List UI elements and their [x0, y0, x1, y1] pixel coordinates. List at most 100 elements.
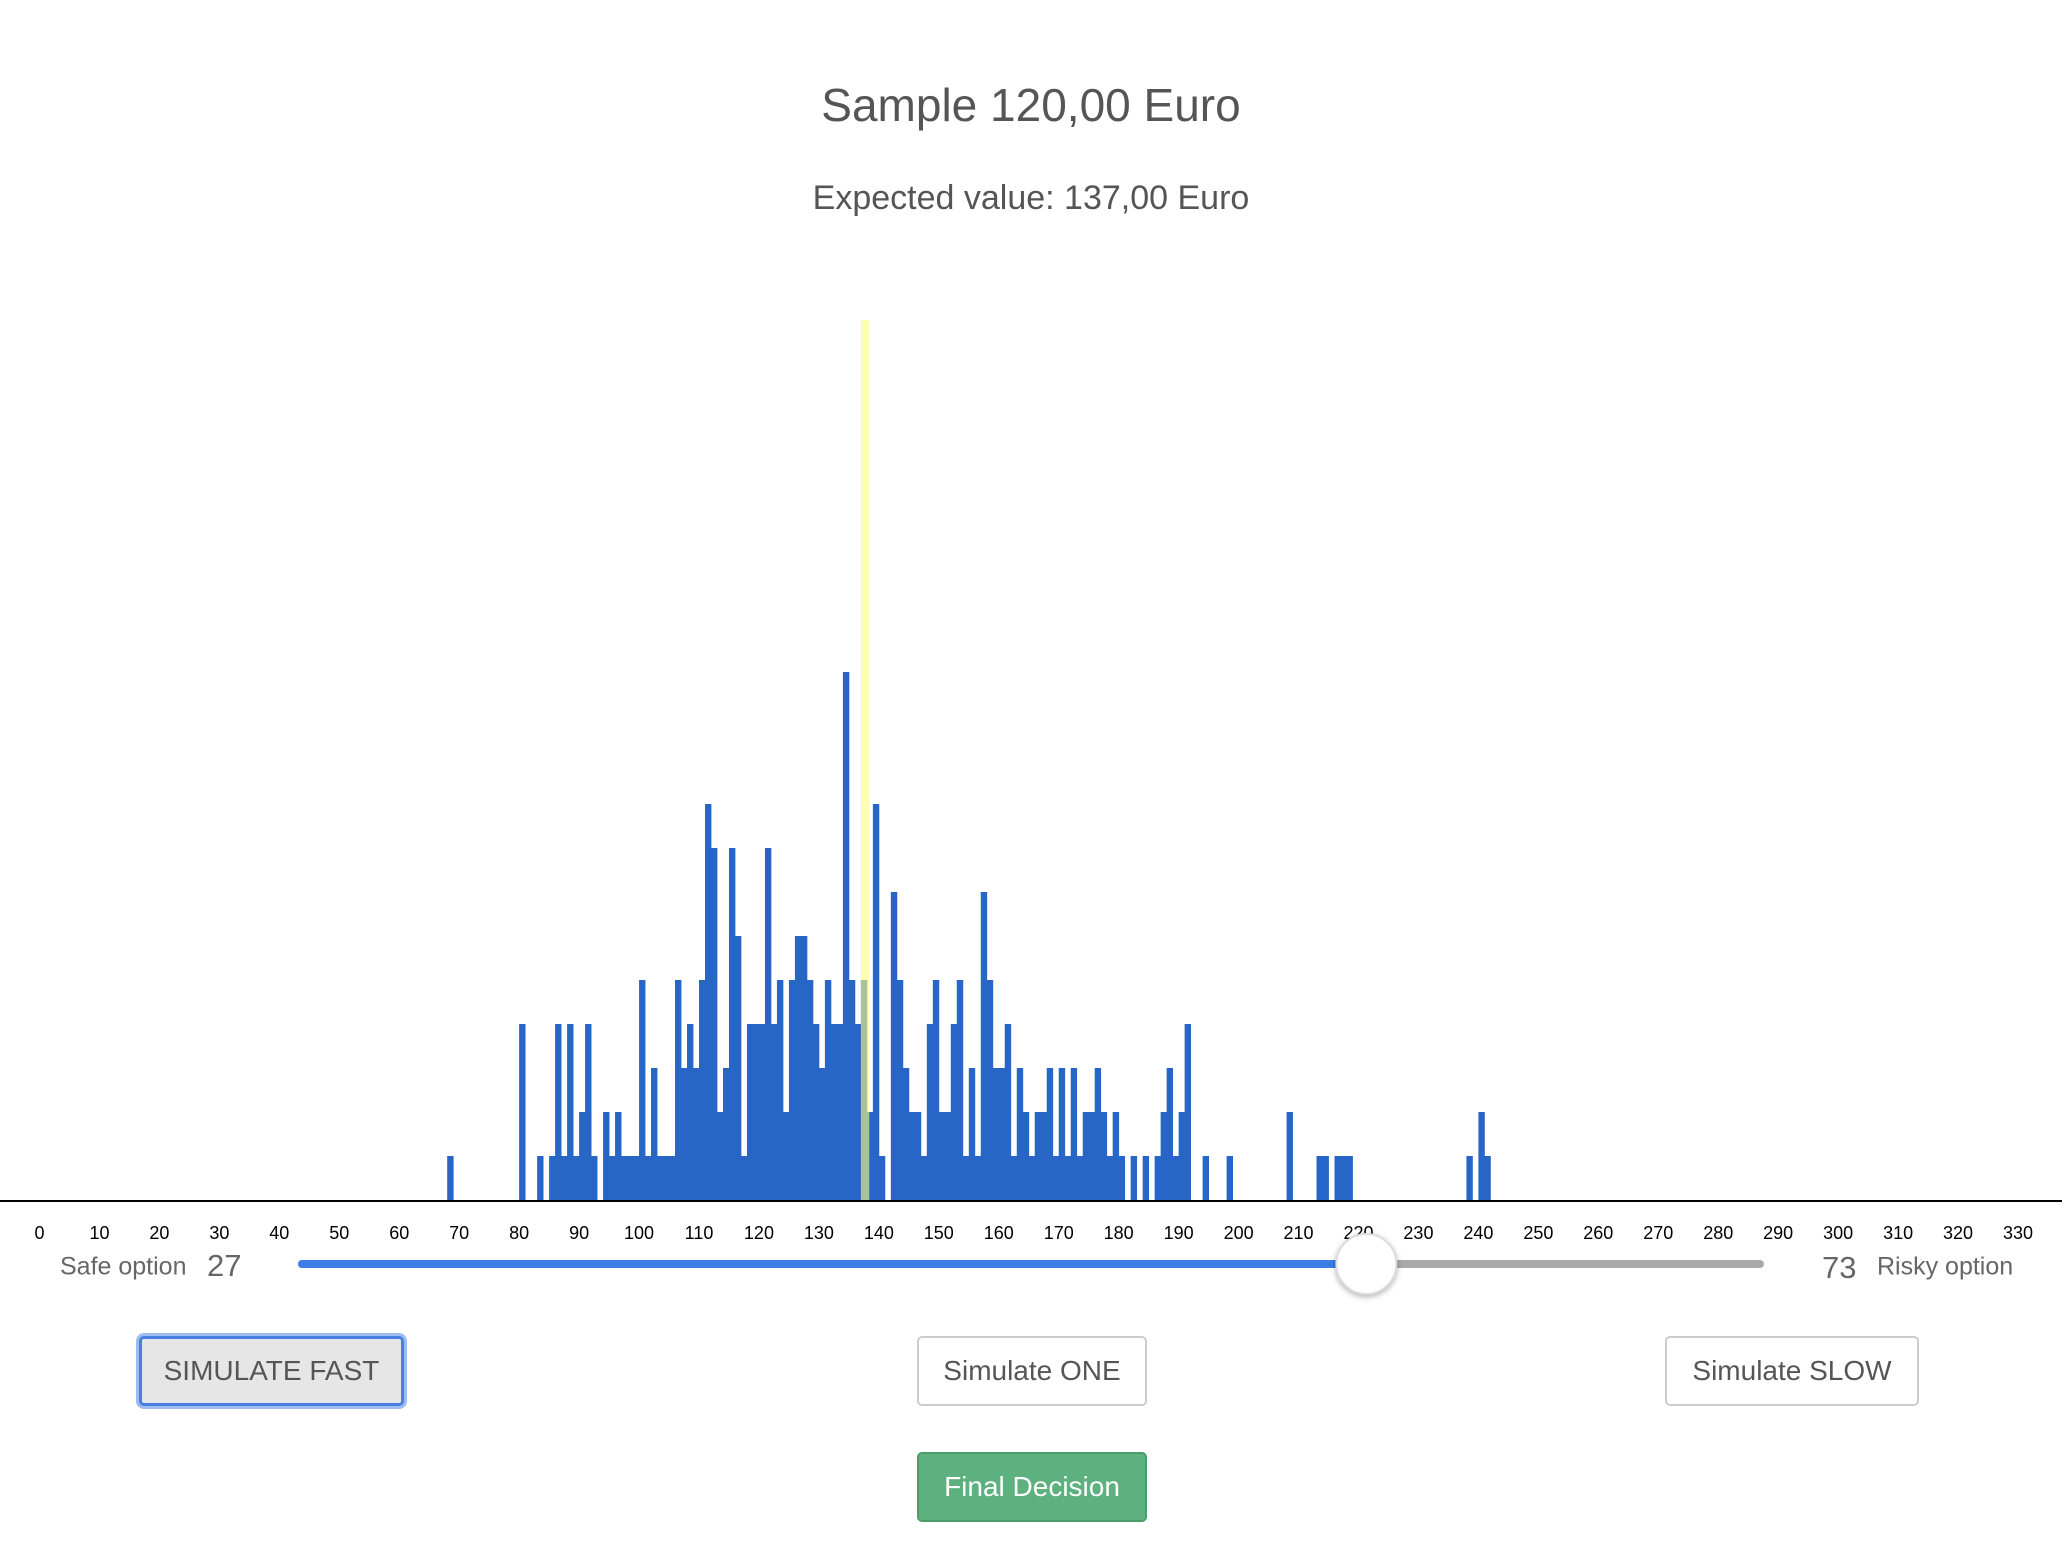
bar — [663, 1156, 670, 1200]
bar — [1142, 1156, 1150, 1200]
bar — [687, 1024, 694, 1200]
x-tick-label: 150 — [924, 1223, 954, 1243]
x-tick-label: 80 — [509, 1223, 529, 1243]
risky-label: Risky option — [1877, 1253, 2013, 1281]
bar — [836, 1024, 844, 1200]
subtitle: Expected value: 137,00 Euro — [813, 179, 1250, 217]
bar — [1478, 1112, 1485, 1200]
x-tick-label: 180 — [1104, 1223, 1134, 1243]
x-tick-label: 160 — [984, 1223, 1014, 1243]
bar — [615, 1112, 622, 1200]
bar — [1100, 1112, 1108, 1200]
bar — [1166, 1068, 1174, 1200]
bar — [848, 980, 856, 1200]
bar — [1088, 1112, 1096, 1200]
x-tick-label: 100 — [624, 1223, 654, 1243]
bar — [854, 1024, 862, 1200]
bar — [920, 1156, 928, 1200]
bar — [746, 1024, 754, 1200]
bar — [651, 1068, 658, 1200]
x-tick-label: 10 — [89, 1223, 109, 1243]
bar — [1130, 1156, 1138, 1200]
bar — [645, 1156, 652, 1200]
bar — [561, 1156, 568, 1200]
bar — [818, 1068, 826, 1200]
bar — [699, 980, 706, 1200]
bar — [681, 1068, 688, 1200]
bar — [639, 980, 646, 1200]
bar — [1004, 1024, 1012, 1200]
bar — [776, 980, 784, 1200]
bar — [908, 1112, 916, 1200]
title: Sample 120,00 Euro — [821, 79, 1240, 131]
simulate-one-button[interactable]: Simulate ONE — [917, 1336, 1147, 1406]
risky-value: 73 — [1822, 1250, 1856, 1285]
bar — [896, 980, 904, 1200]
simulate-slow-button[interactable]: Simulate SLOW — [1665, 1336, 1919, 1406]
bar — [1058, 1068, 1066, 1200]
final-decision-button[interactable]: Final Decision — [917, 1452, 1147, 1522]
slider-thumb[interactable] — [1335, 1233, 1398, 1295]
bar — [710, 848, 718, 1200]
bar — [603, 1112, 610, 1200]
bar — [1484, 1156, 1491, 1200]
bar — [1028, 1156, 1036, 1200]
bar — [1052, 1156, 1060, 1200]
bar — [1172, 1156, 1180, 1200]
bar — [537, 1156, 544, 1200]
x-tick-label: 130 — [804, 1223, 834, 1243]
bar — [1112, 1112, 1120, 1200]
bar — [806, 980, 814, 1200]
bar — [1106, 1156, 1114, 1200]
x-tick-label: 90 — [569, 1223, 589, 1243]
bar — [962, 1156, 970, 1200]
bar — [902, 1068, 910, 1200]
bar — [1022, 1112, 1030, 1200]
safe-label: Safe option — [60, 1253, 187, 1281]
bar — [914, 1112, 922, 1200]
bar — [1016, 1068, 1024, 1200]
x-tick-label: 50 — [329, 1223, 349, 1243]
x-tick-label: 260 — [1583, 1223, 1613, 1243]
bar — [782, 1112, 790, 1200]
bar — [752, 1024, 760, 1200]
x-tick-label: 290 — [1763, 1223, 1793, 1243]
x-tick-label: 30 — [209, 1223, 229, 1243]
bar — [1082, 1112, 1090, 1200]
bar — [842, 672, 850, 1200]
bar — [716, 1112, 724, 1200]
bar — [1070, 1068, 1078, 1200]
x-tick-label: 320 — [1943, 1223, 1973, 1243]
bar — [800, 936, 808, 1200]
x-tick-label: 70 — [449, 1223, 469, 1243]
bar — [447, 1156, 454, 1200]
x-tick-label: 20 — [149, 1223, 169, 1243]
bar — [794, 936, 802, 1200]
bar — [1034, 1112, 1042, 1200]
bar — [1340, 1156, 1347, 1200]
bar — [627, 1156, 634, 1200]
bar — [824, 980, 832, 1200]
expected-value-marker — [860, 320, 870, 1200]
x-tick-label: 230 — [1403, 1223, 1433, 1243]
bar — [657, 1156, 664, 1200]
bar — [974, 1156, 982, 1200]
x-tick-label: 120 — [744, 1223, 774, 1243]
bar — [675, 980, 682, 1200]
bar — [1316, 1156, 1323, 1200]
bar — [878, 1156, 886, 1200]
x-tick-label: 280 — [1703, 1223, 1733, 1243]
bar — [1118, 1156, 1126, 1200]
simulate-fast-button[interactable]: SIMULATE FAST — [139, 1336, 404, 1406]
x-tick-label: 60 — [389, 1223, 409, 1243]
bar — [788, 980, 796, 1200]
bar — [1346, 1156, 1353, 1200]
bar — [633, 1156, 640, 1200]
bar — [740, 1156, 748, 1200]
x-tick-label: 0 — [34, 1223, 44, 1243]
x-tick-label: 140 — [864, 1223, 894, 1243]
bar — [573, 1156, 580, 1200]
bar — [764, 848, 772, 1200]
bar — [585, 1024, 592, 1200]
